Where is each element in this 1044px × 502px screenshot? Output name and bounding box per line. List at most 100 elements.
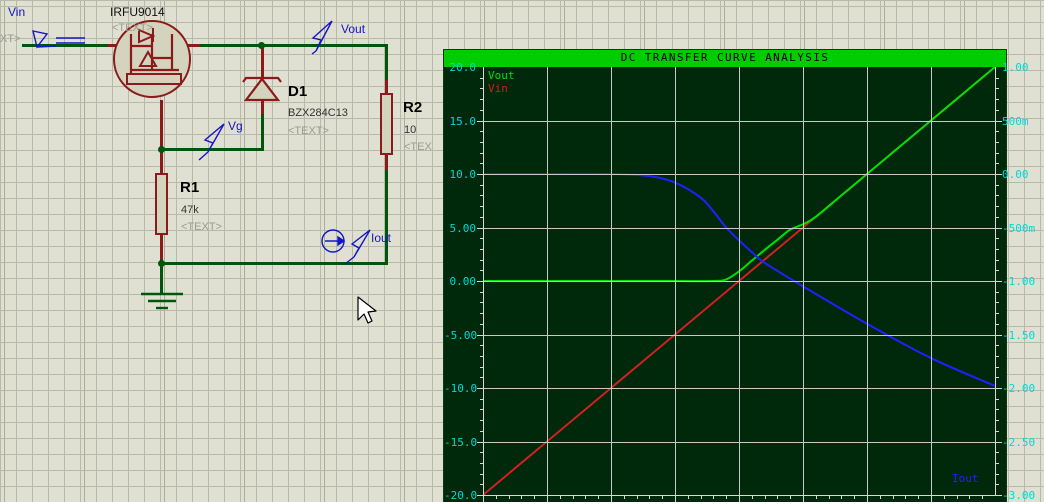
zener-diode-d1-triangle xyxy=(243,77,281,102)
junction-gnd xyxy=(158,260,165,267)
mosfet-gate-bar xyxy=(126,73,182,85)
axis-minor-tick xyxy=(521,496,522,499)
axis-minor-tick xyxy=(726,496,727,499)
zener-diode-d1-bar xyxy=(242,76,282,83)
axis-minor-tick xyxy=(931,496,932,502)
axis-minor-tick xyxy=(854,496,855,499)
axis-minor-tick xyxy=(996,195,999,196)
label-d1-value[interactable]: BZX284C13 xyxy=(288,107,348,119)
mosfet-body-diode-arrow xyxy=(138,28,156,44)
axis-minor-tick xyxy=(982,496,983,499)
axis-minor-tick xyxy=(996,452,999,453)
y-right-tick-label: 0.00 xyxy=(1002,168,1029,181)
axis-minor-tick xyxy=(996,388,1002,389)
wire-drain-to-vout xyxy=(196,44,388,47)
label-r2-value[interactable]: 10 xyxy=(404,124,417,136)
label-d1-ref[interactable]: D1 xyxy=(288,83,308,100)
lead-drain xyxy=(178,44,200,47)
junction-vout xyxy=(258,42,265,49)
axis-minor-tick xyxy=(480,409,483,410)
legend-iout: Iout xyxy=(952,472,979,485)
gridline-v xyxy=(803,67,804,495)
y-left-tick-label: 10.0 xyxy=(449,168,477,181)
axis-minor-tick xyxy=(477,442,483,443)
axis-minor-tick xyxy=(996,121,1002,122)
axis-minor-tick xyxy=(480,195,483,196)
y-axis-right xyxy=(995,67,996,495)
label-r1-ref[interactable]: R1 xyxy=(180,179,200,196)
axis-minor-tick xyxy=(480,377,483,378)
axis-minor-tick xyxy=(996,153,999,154)
label-r2-text[interactable]: <TEX xyxy=(404,141,432,153)
gridline-v xyxy=(547,67,548,495)
label-r1-text[interactable]: <TEXT> xyxy=(181,221,222,233)
axis-minor-tick xyxy=(480,452,483,453)
label-d1-text[interactable]: <TEXT> xyxy=(288,125,329,137)
axis-minor-tick xyxy=(996,228,1002,229)
wire-gate-to-d1 xyxy=(160,148,264,151)
lead-d1-bot xyxy=(261,100,264,114)
axis-minor-tick xyxy=(477,495,483,496)
gridline-v xyxy=(867,67,868,495)
axis-minor-tick xyxy=(996,409,999,410)
probe-iout-current-symbol xyxy=(321,229,371,265)
axis-minor-tick xyxy=(739,496,740,502)
axis-minor-tick xyxy=(996,377,999,378)
label-mosfet-ref[interactable]: IRFU9014 xyxy=(110,5,165,19)
axis-minor-tick xyxy=(829,496,830,499)
axis-minor-tick xyxy=(480,270,483,271)
axis-minor-tick xyxy=(905,496,906,499)
lead-r2-top xyxy=(385,80,388,94)
axis-minor-tick xyxy=(996,270,999,271)
y-left-tick-label: 15.0 xyxy=(449,115,477,128)
resistor-r2-body[interactable] xyxy=(380,93,393,155)
axis-minor-tick xyxy=(996,484,999,485)
label-r2-ref[interactable]: R2 xyxy=(403,99,423,116)
axis-minor-tick xyxy=(996,431,999,432)
axis-minor-tick xyxy=(996,238,999,239)
axis-minor-tick xyxy=(996,131,999,132)
axis-minor-tick xyxy=(637,496,638,499)
axis-minor-tick xyxy=(688,496,689,499)
probe-vin-marker xyxy=(32,30,85,49)
y-left-tick-label: -20.0 xyxy=(444,489,478,502)
wire-vin-to-source xyxy=(22,44,110,47)
mosfet-channel-arrow xyxy=(138,49,158,67)
probe-vg-marker xyxy=(198,123,225,161)
axis-minor-tick xyxy=(996,163,999,164)
axis-minor-tick xyxy=(547,496,548,502)
axis-minor-tick xyxy=(509,496,510,499)
label-vin: Vin xyxy=(8,5,26,19)
axis-minor-tick xyxy=(477,121,483,122)
axis-minor-tick xyxy=(996,99,999,100)
axis-minor-tick xyxy=(480,367,483,368)
axis-minor-tick xyxy=(803,496,804,502)
axis-minor-tick xyxy=(480,260,483,261)
axis-minor-tick xyxy=(480,324,483,325)
axis-minor-tick xyxy=(480,110,483,111)
axis-minor-tick xyxy=(996,206,999,207)
graph-title-bar[interactable] xyxy=(444,50,1006,67)
y-right-tick-label: -2.50 xyxy=(1002,436,1036,449)
axis-minor-tick xyxy=(996,463,999,464)
axis-minor-tick xyxy=(480,431,483,432)
resistor-r1-body[interactable] xyxy=(155,173,168,235)
axis-minor-tick xyxy=(480,206,483,207)
wire-d1-to-gate xyxy=(261,110,264,150)
axis-minor-tick xyxy=(996,324,999,325)
label-vin-text: XT> xyxy=(0,33,21,45)
axis-minor-tick xyxy=(996,142,999,143)
dc-transfer-graph-panel[interactable]: DC TRANSFER CURVE ANALYSIS -20.0 -15.0 -10… xyxy=(444,50,1035,502)
label-mosfet-text[interactable]: <TEXT> xyxy=(112,22,153,34)
graph-title: DC TRANSFER CURVE ANALYSIS xyxy=(620,51,830,64)
ground-symbol xyxy=(141,292,183,310)
label-r1-value[interactable]: 47k xyxy=(181,204,199,216)
axis-minor-tick xyxy=(790,496,791,499)
axis-minor-tick xyxy=(996,335,1002,336)
axis-minor-tick xyxy=(996,442,1002,443)
axis-minor-tick xyxy=(957,496,958,499)
graph-plot-area[interactable] xyxy=(483,67,995,495)
y-axis-left xyxy=(483,67,484,495)
